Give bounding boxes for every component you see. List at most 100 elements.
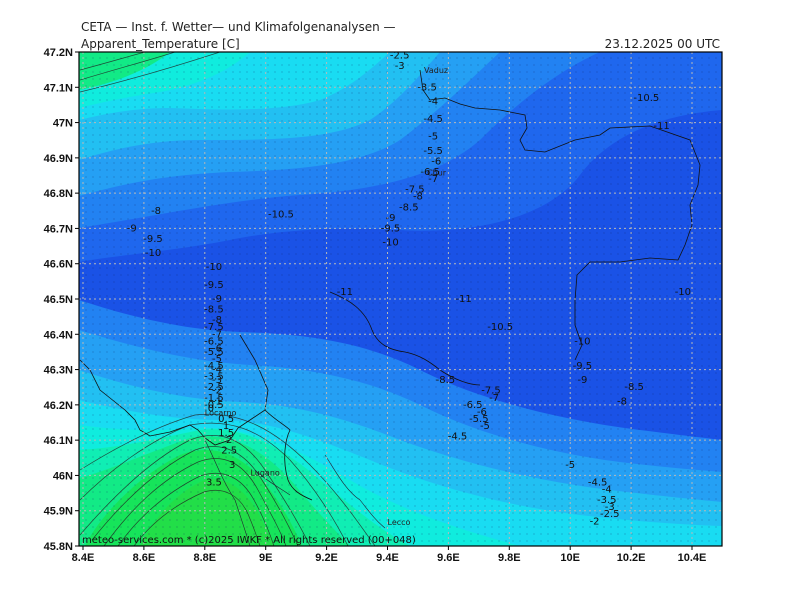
border-line: [419, 69, 701, 361]
lon-tick-label: 8.8E: [193, 552, 216, 564]
contour-label: -9.5: [204, 280, 224, 291]
contour-label: -3.5: [597, 495, 617, 506]
lon-tick-label: 10E: [560, 552, 580, 564]
contour-label: -9.5: [573, 361, 593, 372]
contour-label: -11: [653, 121, 669, 132]
lon-tick-label: 10.4E: [678, 552, 707, 564]
lat-tick-label: 47.2N: [44, 47, 73, 59]
contour-line: [79, 435, 311, 546]
contour-label: -10.5: [487, 322, 513, 333]
contour-label: -5: [565, 460, 575, 471]
contour-label: -8.5: [399, 202, 419, 213]
contour-label: 1.5: [218, 428, 234, 439]
contour-label: -9: [386, 213, 396, 224]
contour-label: -10: [382, 238, 398, 249]
contour-label: 3: [229, 460, 235, 471]
contour-label: -4.5: [588, 477, 608, 488]
contour-line: [79, 52, 176, 81]
lat-tick-label: 45.9N: [44, 506, 73, 518]
contour-label: -4: [212, 365, 222, 376]
contour-label: -7: [489, 393, 499, 404]
contour-label: -9.5: [143, 234, 163, 245]
contour-label: -1: [212, 396, 222, 407]
contour-label: -1.5: [204, 393, 224, 404]
contour-label: -2.5: [390, 51, 410, 62]
contour-label: -4.5: [448, 432, 468, 443]
contour-label: -11: [455, 294, 471, 305]
contour-label: -10.5: [633, 93, 659, 104]
contour-label: -10: [145, 248, 161, 259]
axis-ticks: 8.4E 8.6E 8.8E 9E 9.2E 9.4E 9.6E 9.8E 10E 10.2E 10…: [44, 47, 707, 564]
lat-tick-label: 46.4N: [44, 329, 73, 341]
border-line: [264, 409, 313, 501]
contour-label: -8: [617, 396, 627, 407]
contour-labels: -2.5-3-3.5-4-4.5-5-5.5-6-6.5-7-7.5-8-8.5…: [127, 51, 691, 527]
contour-label: 0: [208, 403, 214, 414]
contour-label: -8.5: [624, 382, 644, 393]
contour-label: -9: [127, 223, 137, 234]
lon-tick-label: 9.4E: [376, 552, 399, 564]
lake-lugano: [254, 469, 291, 496]
contour-label: -8: [151, 206, 161, 217]
borders: [79, 69, 701, 501]
lat-tick-label: 46N: [53, 470, 73, 482]
contour-label: -4.5: [204, 361, 224, 372]
contour-line: [79, 52, 146, 71]
lat-tick-label: 47N: [53, 118, 73, 130]
org-title: CETA — Inst. f. Wetter— und Klimafolgena…: [81, 20, 396, 34]
contour-label: -9: [212, 294, 222, 305]
contour-label: -0.5: [204, 400, 224, 411]
contour-label: 2.5: [221, 446, 237, 457]
lat-tick-label: 46.8N: [44, 188, 73, 200]
contour-label: -8: [212, 315, 222, 326]
contour-label: -5.5: [423, 146, 443, 157]
lon-tick-label: 10.2E: [617, 552, 646, 564]
lat-tick-label: 46.9N: [44, 153, 73, 165]
contour-label: -7: [212, 329, 222, 340]
lat-tick-label: 46.5N: [44, 294, 73, 306]
city-label: Lugano: [250, 468, 279, 477]
contour-label: -4.5: [423, 114, 443, 125]
contour-label: -10: [675, 287, 691, 298]
contour-label: -6.5: [463, 400, 483, 411]
contour-label: -7.5: [481, 386, 501, 397]
contour-label: -2.5: [600, 509, 620, 520]
lake-maggiore: [204, 439, 251, 546]
contour-label: -2: [590, 516, 600, 527]
contour-label: -3: [395, 61, 405, 72]
contour-label: -5: [212, 354, 222, 365]
lon-tick-label: 8.4E: [72, 552, 95, 564]
contour-label: -9: [577, 375, 587, 386]
contour-line: [103, 458, 287, 546]
contour-label: -6: [431, 156, 441, 167]
border-line: [329, 291, 481, 386]
lat-tick-label: 47.1N: [44, 82, 73, 94]
contour-line: [79, 52, 221, 93]
contour-label: -3.5: [204, 372, 224, 383]
contour-label: -4: [428, 96, 438, 107]
lat-tick-label: 45.8N: [44, 541, 73, 553]
contour-label: -8.5: [204, 305, 224, 316]
lat-tick-label: 46.2N: [44, 400, 73, 412]
contour-label: -3.5: [417, 82, 437, 93]
contour-label: -6.5: [204, 336, 224, 347]
lat-tick-label: 46.6N: [44, 259, 73, 271]
contour-label: -10: [574, 336, 590, 347]
contour-label: 1: [223, 421, 229, 432]
contour-line: [79, 413, 376, 546]
lon-tick-label: 8.6E: [133, 552, 156, 564]
contour-label: -6: [477, 407, 487, 418]
contour-label: -7.5: [405, 185, 425, 196]
contour-label: -8.5: [436, 375, 456, 386]
contour-label: -10.5: [268, 209, 294, 220]
city-label: Chur: [427, 169, 447, 178]
graticule: [79, 52, 722, 546]
lon-tick-label: 9.2E: [315, 552, 338, 564]
contour-label: 2: [226, 435, 232, 446]
credit-text: meteo-services.com * (c)2025 IWKF * All …: [82, 535, 416, 546]
contour-label: 0.5: [218, 414, 234, 425]
contour-label: -3: [212, 375, 222, 386]
parameter-title: Apparent_Temperature [C]: [81, 37, 240, 51]
city-labels: Vaduz Chur Locarno Lugano Lecco: [205, 66, 448, 527]
